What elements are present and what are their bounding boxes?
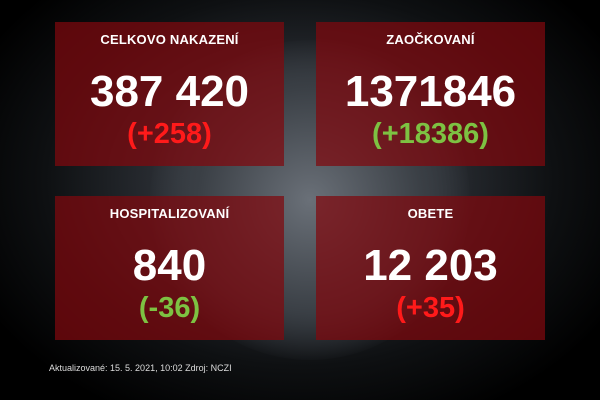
panel-value: 387 420 bbox=[89, 67, 250, 116]
panel-title: HOSPITALIZOVANÍ bbox=[109, 206, 230, 221]
panel-title: CELKOVO NAKAZENÍ bbox=[100, 32, 239, 47]
panel-value: 840 bbox=[132, 241, 207, 290]
footer-updated: Aktualizované: 15. 5. 2021, 10:02 Zdroj:… bbox=[49, 363, 232, 373]
panel-delta: (+18386) bbox=[372, 118, 489, 150]
panel-value: 1371846 bbox=[344, 67, 517, 116]
panel-delta: (+258) bbox=[127, 118, 212, 150]
panel-hospitalized: HOSPITALIZOVANÍ 840 (-36) bbox=[55, 196, 284, 340]
panel-value: 12 203 bbox=[363, 241, 498, 290]
panel-title: ZAOČKOVANÍ bbox=[386, 32, 475, 47]
panel-delta: (-36) bbox=[138, 292, 201, 324]
panel-title: OBETE bbox=[407, 206, 454, 221]
panel-delta: (+35) bbox=[396, 292, 465, 324]
panel-infected: CELKOVO NAKAZENÍ 387 420 (+258) bbox=[55, 22, 284, 166]
panel-deaths: OBETE 12 203 (+35) bbox=[316, 196, 545, 340]
panel-vaccinated: ZAOČKOVANÍ 1371846 (+18386) bbox=[316, 22, 545, 166]
